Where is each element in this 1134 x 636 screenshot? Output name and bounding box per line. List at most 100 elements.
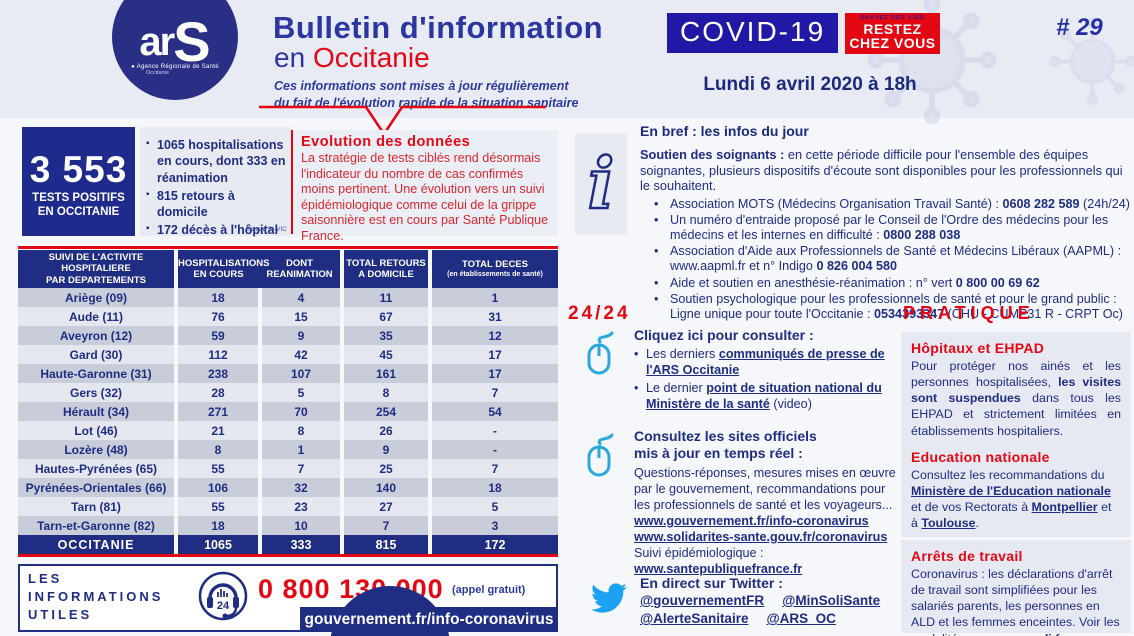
table-value: 18: [178, 288, 258, 307]
twitter-handle[interactable]: @AlerteSanitaire: [640, 611, 749, 627]
cliquez-section: Cliquez ici pour consulter : Les dernier…: [634, 327, 890, 416]
text-segment: 0 800 00 69 62: [955, 275, 1040, 290]
table-value: 15: [262, 307, 340, 326]
table-row: Hérault (34) 271 70 254 54: [18, 402, 558, 421]
table-value: 10: [262, 516, 340, 535]
link[interactable]: communiqués de presse de l'ARS Occitanie: [646, 346, 885, 377]
total-deces: 172: [432, 535, 558, 554]
table-dept: Tarn-et-Garonne (82): [18, 516, 174, 535]
link[interactable]: Toulouse: [921, 516, 976, 531]
evolution-note: Evolution des données La stratégie de te…: [293, 130, 558, 243]
total-retours: 815: [344, 535, 428, 554]
text-segment: Association MOTS (Médecins Organisation …: [670, 197, 1003, 211]
infos-utiles-label: LES INFORMATIONS UTILES: [28, 571, 164, 623]
table-value: 3: [432, 516, 558, 535]
bulletin-date: Lundi 6 avril 2020 à 18h: [703, 74, 917, 95]
ars-logo-text: arS: [139, 10, 211, 73]
total-label: OCCITANIE: [18, 535, 174, 554]
text-segment: .: [975, 516, 979, 531]
table-value: 238: [178, 364, 258, 383]
table-value: 42: [262, 345, 340, 364]
positive-tests-count: 3 553: [29, 149, 128, 190]
link[interactable]: Ministère de l'Education nationale: [911, 484, 1111, 499]
divider: [291, 130, 293, 234]
key-figures-list: 1065 hospitalisations en cours, dont 333…: [146, 137, 288, 239]
covid-badge: COVID-19: [667, 13, 839, 53]
svg-text:24: 24: [217, 600, 230, 612]
table-value: 9: [262, 326, 340, 345]
list-item: Les derniers communiqués de presse de l'…: [634, 347, 890, 378]
table-value: 9: [344, 440, 428, 459]
table-top-rule: [18, 246, 558, 249]
table-value: 7: [262, 459, 340, 478]
link[interactable]: Montpellier: [1031, 500, 1098, 515]
cliquez-list: Les derniers communiqués de presse de l'…: [634, 347, 890, 413]
table-bottom-rule: [18, 554, 558, 557]
table-value: 26: [344, 421, 428, 440]
table-dept: Tarn (81): [18, 497, 174, 516]
table-value: 11: [344, 288, 428, 307]
link-solidarites-sante[interactable]: www.solidarites-sante.gouv.fr/coronaviru…: [634, 530, 888, 545]
total-rea: 333: [262, 535, 340, 554]
link[interactable]: www.ameli.fr: [988, 632, 1064, 636]
mouse-icon: [587, 331, 614, 375]
table-value: 12: [432, 326, 558, 345]
link-gouvernement[interactable]: www.gouvernement.fr/info-coronavirus: [634, 513, 869, 528]
link[interactable]: point de situation national du Ministère…: [646, 381, 882, 411]
twitter-handle[interactable]: @gouvernementFR: [640, 592, 765, 608]
text-segment: Aide et soutien en anesthésie-réanimatio…: [670, 275, 956, 290]
list-item: Aide et soutien en anesthésie-réanimatio…: [648, 276, 1132, 291]
table-value: 25: [344, 459, 428, 478]
table-dept: Gers (32): [18, 383, 174, 402]
text-segment: Les derniers: [646, 346, 719, 361]
twitter-handle[interactable]: @ARS_OC: [766, 611, 836, 627]
header-band: arS ● Agence Régionale de Santé Occitani…: [0, 0, 1134, 137]
total-hosp: 1065: [178, 535, 258, 554]
table-value: 17: [432, 364, 558, 383]
table-row: Ariège (09) 18 4 11 1: [18, 288, 558, 307]
consultez-section: Consultez les sites officiels mis à jour…: [634, 428, 900, 577]
table-value: 107: [262, 364, 340, 383]
table-dept: Lozère (48): [18, 440, 174, 459]
table-dept: Haute-Garonne (31): [18, 364, 174, 383]
table-value: 32: [262, 478, 340, 497]
table-row: Aude (11) 76 15 67 31: [18, 307, 558, 326]
text-segment: Pour protéger nos ainés et les personnes…: [911, 359, 1121, 390]
issue-number: # 29: [1056, 14, 1103, 41]
soutien-list: Association MOTS (Médecins Organisation …: [648, 197, 1132, 323]
table-value: 106: [178, 478, 258, 497]
table-value: 112: [178, 345, 258, 364]
table-value: 254: [344, 402, 428, 421]
gouvernement-link-banner[interactable]: gouvernement.fr/info-coronavirus: [300, 607, 558, 632]
text-segment: (video): [769, 397, 812, 411]
header-retours: TOTAL RETOURS A DOMICILE: [344, 250, 428, 288]
text-segment: Le dernier: [646, 381, 707, 396]
text-segment: (CHU - CUMP31 R - CRPT Oc): [944, 306, 1123, 321]
soutien-paragraph: Soutien des soignants : en cette période…: [640, 147, 1132, 194]
ars-logo: arS ● Agence Régionale de Santé Occitani…: [112, 0, 238, 100]
table-value: 18: [432, 478, 558, 497]
en-bref-title: En bref : les infos du jour: [640, 123, 809, 139]
text-segment: Association d'Aide aux Professionnels de…: [670, 244, 1122, 274]
table-value: 271: [178, 402, 258, 421]
pratique-title: PRATIQUE: [903, 303, 1035, 323]
list-item: 172 décès à l'hôpital: [146, 222, 288, 238]
table-value: 70: [262, 402, 340, 421]
link-santepubliquefrance[interactable]: www.santepubliquefrance.fr: [634, 562, 803, 577]
table-value: 67: [344, 307, 428, 326]
table-row: Tarn-et-Garonne (82) 18 10 7 3: [18, 516, 558, 535]
text-segment: Consultez les recommandations du: [911, 468, 1105, 482]
mouse-icon: [587, 433, 614, 477]
table-total-row: OCCITANIE 1065 333 815 172: [18, 535, 558, 554]
table-value: 161: [344, 364, 428, 383]
twitter-handle[interactable]: @MinSoliSante: [782, 592, 881, 608]
table-value: 54: [432, 402, 558, 421]
text-segment: Soutien des soignants :: [640, 147, 788, 162]
table-value: 7: [432, 459, 558, 478]
table-dept: Pyrénées-Orientales (66): [18, 478, 174, 497]
table-dept: Aveyron (12): [18, 326, 174, 345]
table-row: Haute-Garonne (31) 238 107 161 17: [18, 364, 558, 383]
info-icon-box: i: [575, 133, 627, 235]
positive-tests-box: 3 553 TESTS POSITIFS EN OCCITANIE: [22, 127, 135, 236]
table-value: 27: [344, 497, 428, 516]
